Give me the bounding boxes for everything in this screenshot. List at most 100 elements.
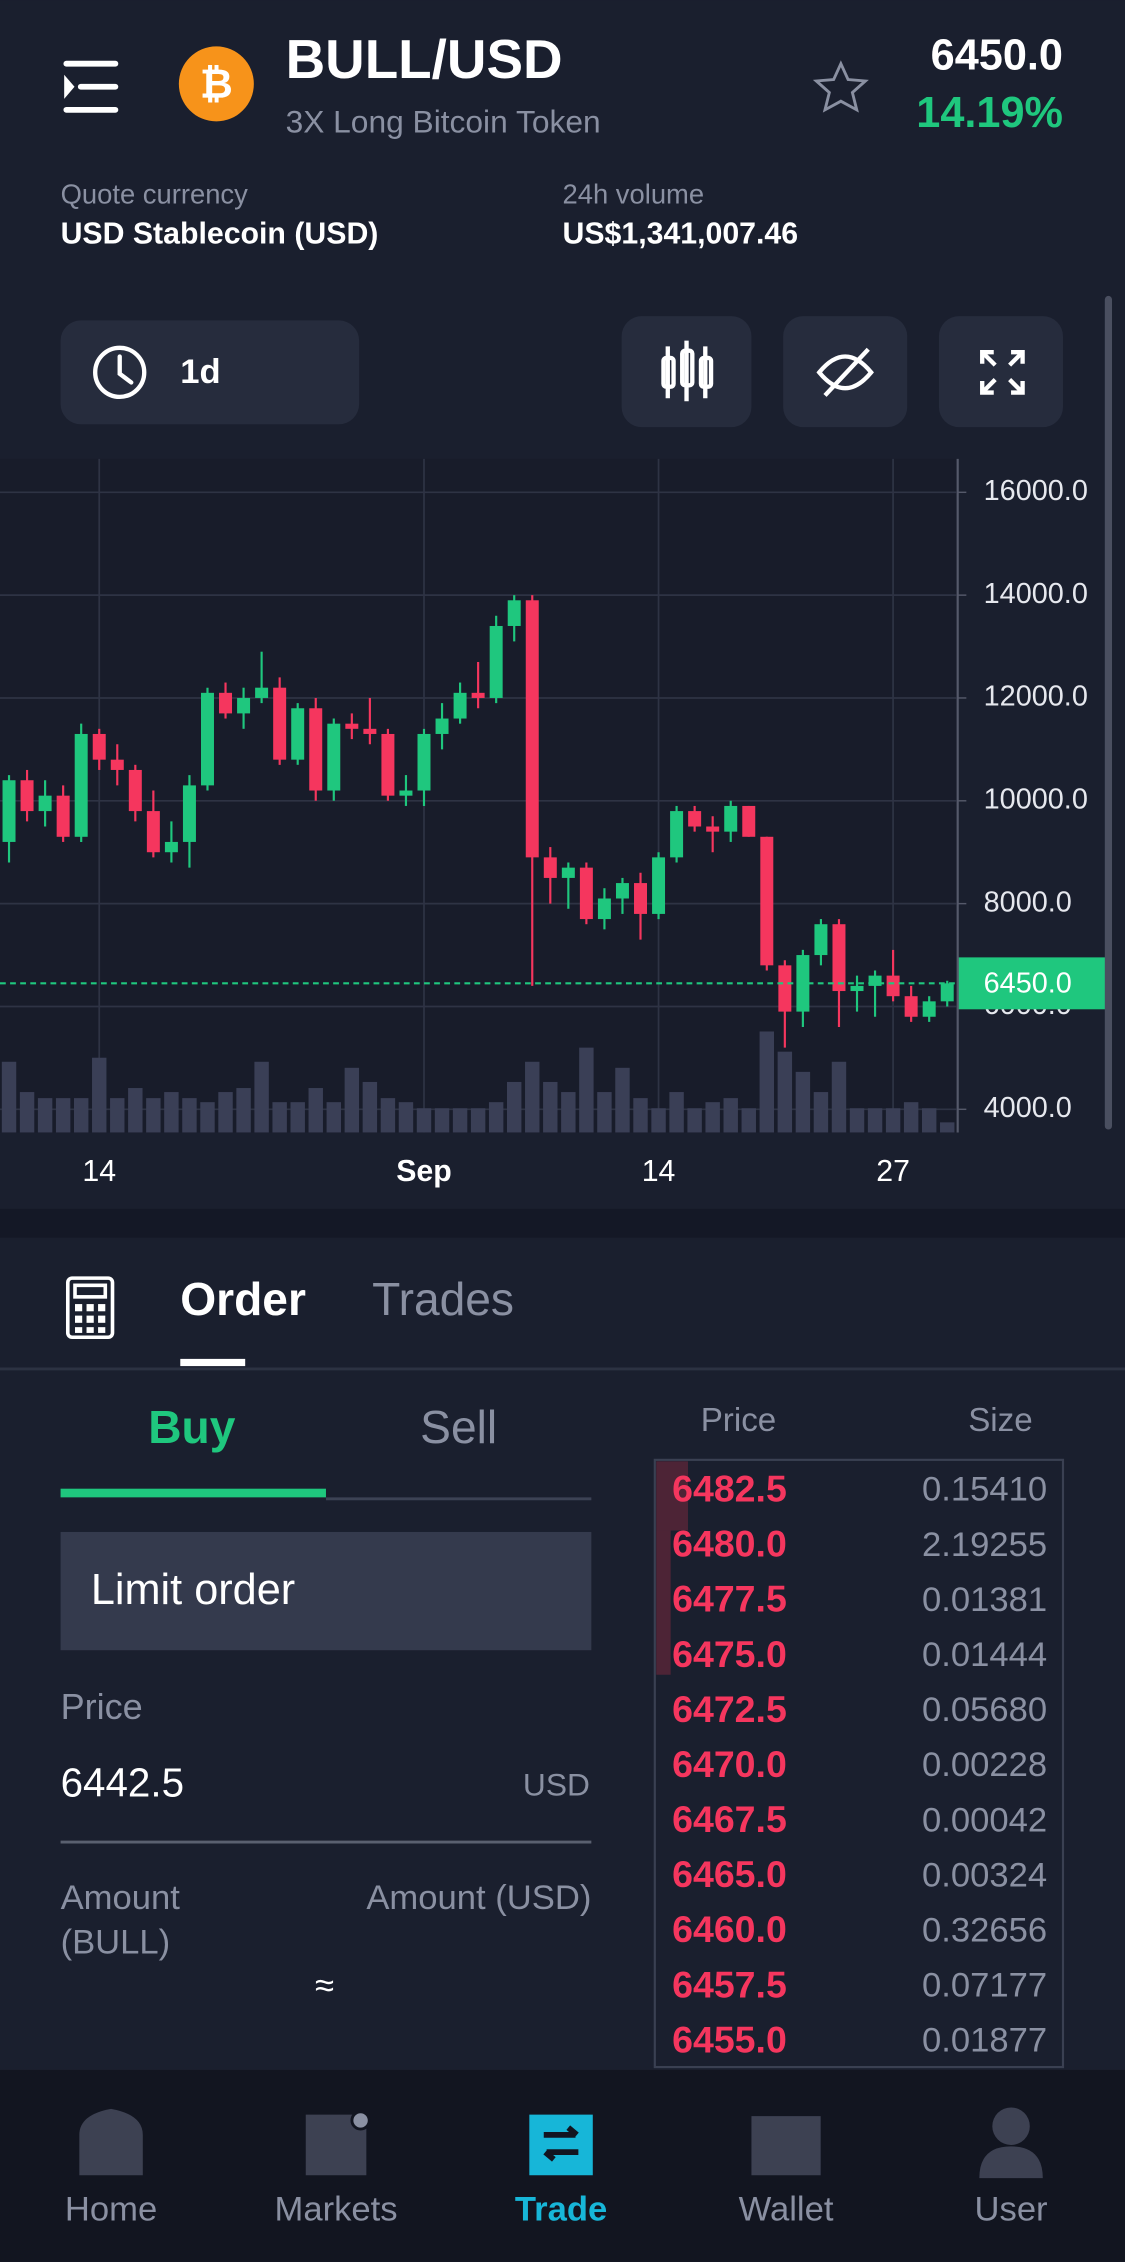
book-price: 6475.0 bbox=[672, 1633, 787, 1675]
volume-bar bbox=[615, 1067, 630, 1133]
buy-tab[interactable]: Buy bbox=[148, 1401, 236, 1453]
candle-body bbox=[832, 924, 846, 992]
nav-item[interactable]: Trade bbox=[515, 2114, 607, 2229]
y-tick-label: 12000.0 bbox=[984, 681, 1088, 713]
approx-sign: ≈ bbox=[315, 1967, 334, 2005]
order-book bbox=[653, 1458, 1065, 2069]
volume-bar bbox=[687, 1108, 702, 1133]
depth-bar bbox=[656, 1461, 688, 1531]
candle-body bbox=[237, 697, 251, 714]
book-header: Price bbox=[701, 1402, 777, 1439]
volume-bar bbox=[146, 1098, 161, 1133]
volume-bar bbox=[777, 1051, 793, 1133]
volume-bar bbox=[55, 1098, 71, 1133]
book-price: 6465.0 bbox=[672, 1853, 787, 1895]
book-size: 0.05680 bbox=[922, 1691, 1047, 1729]
indicators-button[interactable] bbox=[621, 316, 752, 428]
book-size: 0.01877 bbox=[922, 2022, 1047, 2060]
book-price: 6470.0 bbox=[672, 1743, 787, 1785]
menu-button[interactable] bbox=[63, 60, 119, 113]
book-size: 0.01444 bbox=[922, 1636, 1047, 1674]
book-size: 0.00228 bbox=[922, 1746, 1047, 1784]
candle-body bbox=[164, 841, 178, 853]
amount-label: (BULL) bbox=[61, 1924, 171, 1962]
candle-body bbox=[74, 733, 88, 837]
order-type-select[interactable] bbox=[60, 1531, 592, 1651]
volume-bar bbox=[19, 1092, 35, 1133]
candle-body bbox=[742, 805, 756, 837]
y-tick-label: 16000.0 bbox=[984, 475, 1088, 507]
nav-label: Trade bbox=[515, 2190, 607, 2228]
volume-bar bbox=[885, 1108, 901, 1133]
candle-body bbox=[561, 867, 575, 878]
current-price-label: 6450.0 bbox=[984, 967, 1072, 999]
candle-body bbox=[128, 769, 142, 812]
nav-item[interactable]: Home bbox=[65, 2108, 157, 2229]
book-price: 6477.5 bbox=[672, 1578, 787, 1620]
candle-body bbox=[886, 975, 900, 997]
candle-body bbox=[273, 687, 287, 760]
x-tick-label: 14 bbox=[82, 1155, 116, 1188]
nav-item[interactable]: Markets bbox=[275, 2110, 398, 2229]
volume-bar bbox=[37, 1098, 53, 1133]
book-header: Size bbox=[968, 1402, 1033, 1439]
amount-usd-label: Amount (USD) bbox=[366, 1879, 591, 1917]
candle-body bbox=[200, 692, 214, 786]
y-tick-label: 4000.0 bbox=[984, 1092, 1072, 1124]
price-input[interactable]: 6442.5 bbox=[61, 1759, 185, 1805]
candle-body bbox=[219, 692, 233, 714]
candle-body bbox=[615, 883, 629, 899]
volume-bar bbox=[200, 1102, 215, 1133]
nav-item[interactable]: User bbox=[975, 2107, 1048, 2228]
y-tick-label: 10000.0 bbox=[984, 783, 1088, 815]
depth-bar bbox=[656, 1530, 671, 1675]
candle-body bbox=[579, 867, 593, 920]
volume-bar bbox=[362, 1081, 378, 1133]
pair-symbol: BULL/USD bbox=[286, 28, 563, 90]
nav-icon bbox=[979, 2146, 1043, 2179]
book-price: 6455.0 bbox=[672, 2018, 787, 2060]
hide-button[interactable] bbox=[783, 316, 908, 428]
candle-body bbox=[760, 836, 774, 966]
volume-bar bbox=[254, 1061, 269, 1133]
volume-bar bbox=[651, 1108, 666, 1133]
nav-label: Markets bbox=[275, 2190, 398, 2228]
nav-icon bbox=[79, 2108, 143, 2176]
candle-body bbox=[778, 965, 792, 1012]
calculator-button[interactable] bbox=[65, 1276, 115, 1340]
volume-bar bbox=[110, 1098, 125, 1133]
book-price: 6472.5 bbox=[672, 1688, 787, 1730]
candle-body bbox=[850, 985, 864, 992]
tab-trades[interactable]: Trades bbox=[372, 1273, 514, 1325]
volume-bar bbox=[398, 1102, 414, 1133]
volume-bar bbox=[344, 1067, 360, 1133]
candle-body bbox=[363, 728, 377, 734]
interval-button[interactable] bbox=[60, 320, 360, 425]
price-label: Price bbox=[61, 1686, 143, 1727]
favorite-button[interactable] bbox=[812, 60, 869, 113]
nav-item[interactable]: Wallet bbox=[739, 2116, 834, 2228]
candle-body bbox=[435, 718, 449, 734]
volume-bar bbox=[488, 1102, 504, 1133]
volume-bar bbox=[290, 1102, 305, 1133]
candle-body bbox=[110, 759, 124, 770]
volume-bar bbox=[182, 1098, 197, 1133]
book-size: 0.00042 bbox=[922, 1801, 1047, 1839]
volume-bar bbox=[940, 1122, 955, 1133]
chart-area bbox=[0, 458, 957, 1133]
volume-bar bbox=[705, 1102, 720, 1133]
coin-logo-symbol: ₿ bbox=[200, 60, 233, 106]
book-size: 0.15410 bbox=[922, 1471, 1047, 1509]
scrollbar bbox=[1104, 295, 1113, 1130]
candle-body bbox=[904, 996, 918, 1017]
candle-body bbox=[814, 924, 828, 956]
tab-order[interactable]: Order bbox=[180, 1273, 306, 1325]
sell-tab[interactable]: Sell bbox=[420, 1401, 497, 1453]
fullscreen-button[interactable] bbox=[938, 316, 1063, 428]
candle-body bbox=[724, 805, 738, 832]
book-size: 0.32656 bbox=[922, 1911, 1047, 1949]
nav-label: User bbox=[975, 2190, 1048, 2228]
volume-bar bbox=[903, 1102, 919, 1133]
candle-body bbox=[634, 883, 647, 914]
